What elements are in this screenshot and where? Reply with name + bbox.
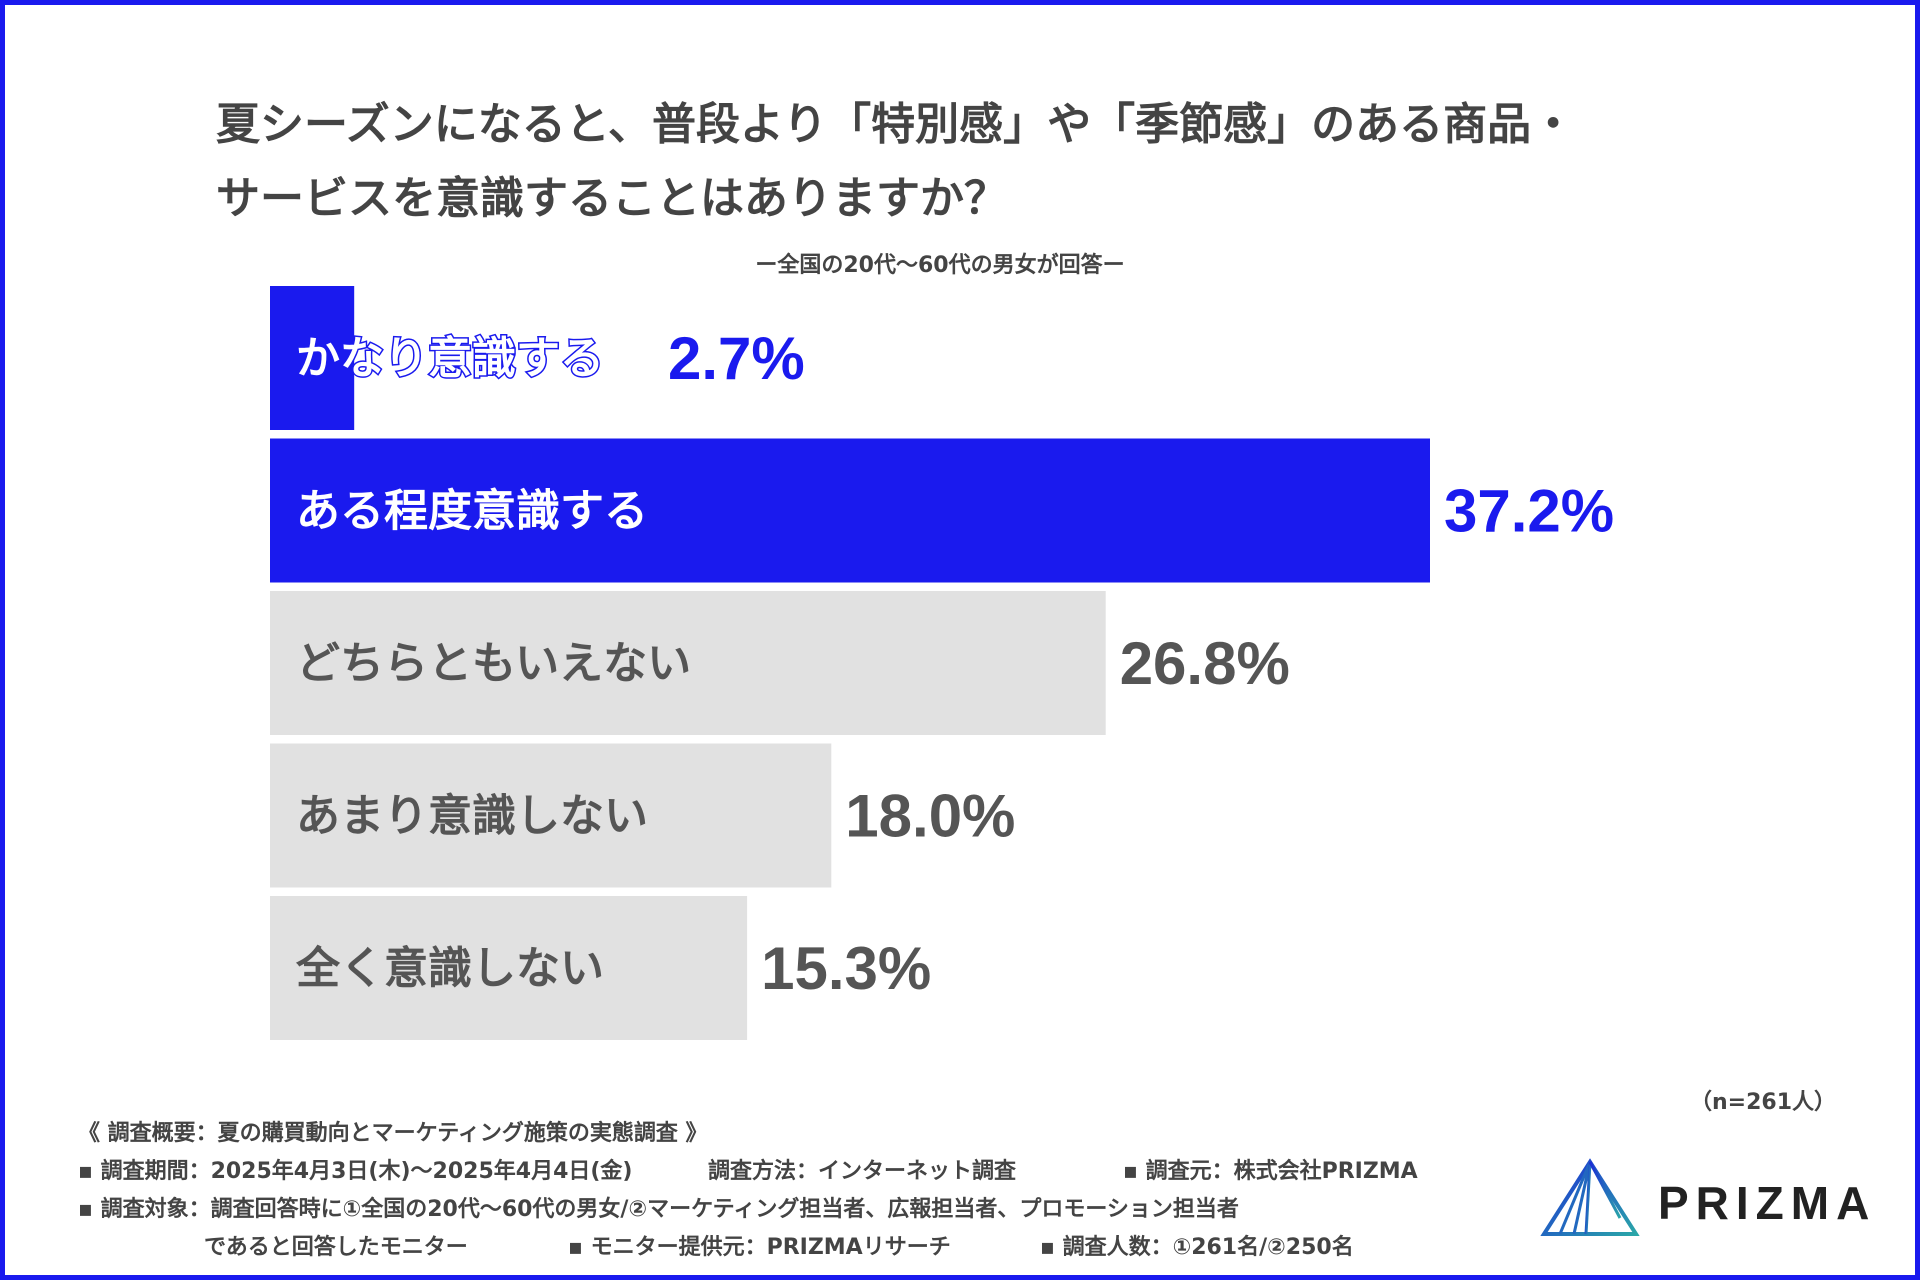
notes-target: ▪ 調査対象：調査回答時に①全国の20代〜60代の男女/②マーケティング担当者、… [78, 1197, 1239, 1222]
bar-2 [270, 438, 1430, 583]
category-label-1: かなり意識する [296, 333, 604, 384]
bar-1 [270, 286, 355, 430]
bar-4 [270, 743, 832, 888]
value-label-1: 2.7% [668, 325, 805, 392]
category-label-3: どちらともいえない [296, 638, 691, 689]
category-label-5: 全く意識しない [295, 943, 604, 994]
title-line-1: 夏シーズンになると、普段より「特別感」や「季節感」のある商品・ [216, 99, 1576, 150]
notes-count: ▪ 調査人数：①261名/②250名 [1040, 1235, 1354, 1260]
notes-monitor: ▪ モニター提供元：PRIZMAリサーチ [568, 1235, 951, 1260]
notes-period: ▪ 調査期間：2025年4月3日(木)〜2025年4月4日(金) [78, 1159, 633, 1184]
notes-target-cont: であると回答したモニター [204, 1235, 468, 1260]
chart-title: 夏シーズンになると、普段より「特別感」や「季節感」のある商品・ サービスを意識す… [216, 88, 1776, 236]
title-line-2: サービスを意識することはありますか？ [216, 173, 1008, 224]
bar-3 [270, 591, 1106, 735]
category-label-2: ある程度意識する [296, 486, 648, 537]
value-label-5: 15.3% [761, 935, 931, 1002]
notes-heading: 《 調査概要：夏の購買動向とマーケティング施策の実態調査 》 [78, 1121, 708, 1146]
notes-method: 調査方法：インターネット調査 [708, 1159, 1017, 1184]
survey-notes: 《 調査概要：夏の購買動向とマーケティング施策の実態調査 》 ▪ 調査期間：20… [78, 1115, 1478, 1267]
sample-size-label: （n=261人） [1690, 1090, 1837, 1115]
prism-icon [1540, 1158, 1640, 1236]
value-label-3: 26.8% [1120, 630, 1290, 697]
value-label-2: 37.2% [1444, 478, 1614, 545]
notes-source: ▪ 調査元：株式会社PRIZMA [1123, 1159, 1418, 1184]
prizma-logo: PRIZMA [1540, 1158, 1910, 1238]
value-label-4: 18.0% [845, 783, 1015, 850]
category-label-4: あまり意識しない [296, 791, 648, 842]
bar-5 [270, 896, 748, 1040]
chart-subtitle: ー全国の20代〜60代の男女が回答ー [755, 253, 1125, 278]
logo-text: PRIZMA [1658, 1177, 1877, 1229]
